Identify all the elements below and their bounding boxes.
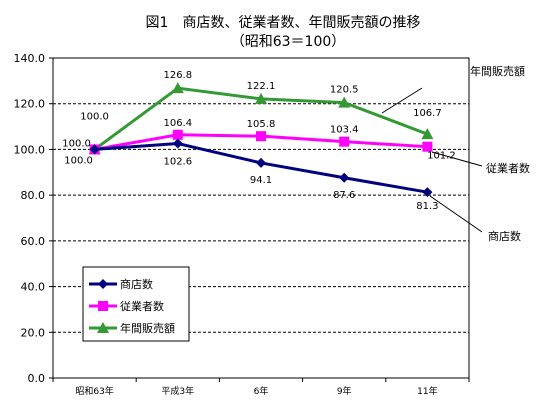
data-label: 122.1 bbox=[247, 81, 276, 92]
data-point bbox=[255, 92, 267, 104]
data-point bbox=[338, 96, 351, 108]
data-point bbox=[421, 128, 434, 140]
data-point bbox=[339, 172, 350, 183]
data-point bbox=[339, 136, 350, 147]
data-label: 101.2 bbox=[427, 151, 456, 162]
x-axis: 昭和63年 平成3年 6年 9年 11年 bbox=[52, 378, 470, 397]
plot-area bbox=[52, 57, 470, 379]
x-tick-label: 昭和63年 bbox=[75, 385, 113, 397]
y-tick-label: 100.0 bbox=[14, 143, 46, 156]
y-tick-label: 140.0 bbox=[14, 52, 46, 65]
callout-line-sales bbox=[381, 87, 423, 114]
data-label: 100.0 bbox=[62, 138, 91, 149]
annotation-stores: 商店数 bbox=[488, 229, 521, 243]
data-point bbox=[172, 129, 183, 140]
data-label: 106.4 bbox=[163, 118, 192, 129]
callout-line-stores bbox=[429, 195, 483, 233]
y-tick-label: 20.0 bbox=[21, 326, 46, 339]
data-label: 126.8 bbox=[163, 70, 192, 81]
legend-marker bbox=[98, 301, 108, 311]
legend-marker bbox=[98, 279, 108, 289]
y-axis: 0.0 20.0 40.0 60.0 80.0 100.0 120.0 140.0 bbox=[14, 52, 53, 385]
data-label: 106.7 bbox=[413, 108, 442, 119]
data-label: 100.0 bbox=[64, 155, 93, 166]
y-tick-label: 40.0 bbox=[21, 281, 46, 294]
legend-marker bbox=[97, 322, 109, 333]
data-label: 105.8 bbox=[247, 119, 276, 130]
y-tick-label: 80.0 bbox=[21, 189, 46, 202]
data-point bbox=[422, 187, 433, 198]
data-label: 100.0 bbox=[80, 111, 109, 122]
annotation-sales: 年間販売額 bbox=[470, 64, 525, 78]
data-label: 120.5 bbox=[330, 85, 359, 96]
data-point bbox=[171, 82, 184, 94]
legend-label: 商店数 bbox=[120, 277, 153, 291]
x-tick-label: 11年 bbox=[417, 385, 437, 397]
chart-title: 図1 商店数、従業者数、年間販売額の推移 bbox=[146, 15, 421, 31]
data-point bbox=[256, 131, 266, 142]
data-point bbox=[256, 157, 266, 168]
y-tick-label: 120.0 bbox=[14, 98, 46, 111]
data-label: 102.6 bbox=[163, 156, 192, 167]
data-point bbox=[89, 144, 100, 155]
legend-label: 従業者数 bbox=[120, 300, 164, 313]
data-label: 103.4 bbox=[330, 125, 359, 136]
chart-subtitle: （昭和63＝100） bbox=[231, 34, 346, 50]
x-tick-label: 平成3年 bbox=[161, 385, 194, 397]
y-tick-label: 0.0 bbox=[28, 372, 46, 385]
callout-line-employees bbox=[431, 151, 483, 167]
data-point bbox=[422, 141, 433, 152]
data-point bbox=[172, 138, 183, 149]
data-labels: 100.0 102.6 94.1 87.6 81.3 100.0 106.4 105.8 103… bbox=[62, 70, 455, 212]
x-tick-label: 9年 bbox=[337, 385, 352, 397]
data-label: 94.1 bbox=[250, 175, 272, 186]
legend-label: 年間販売額 bbox=[120, 321, 175, 335]
y-tick-label: 60.0 bbox=[21, 235, 46, 248]
x-tick-label: 6年 bbox=[254, 385, 269, 397]
series-layer bbox=[88, 82, 434, 198]
data-label: 87.6 bbox=[333, 190, 355, 201]
data-label: 81.3 bbox=[416, 201, 438, 212]
annotation-employees: 従業者数 bbox=[486, 162, 530, 175]
